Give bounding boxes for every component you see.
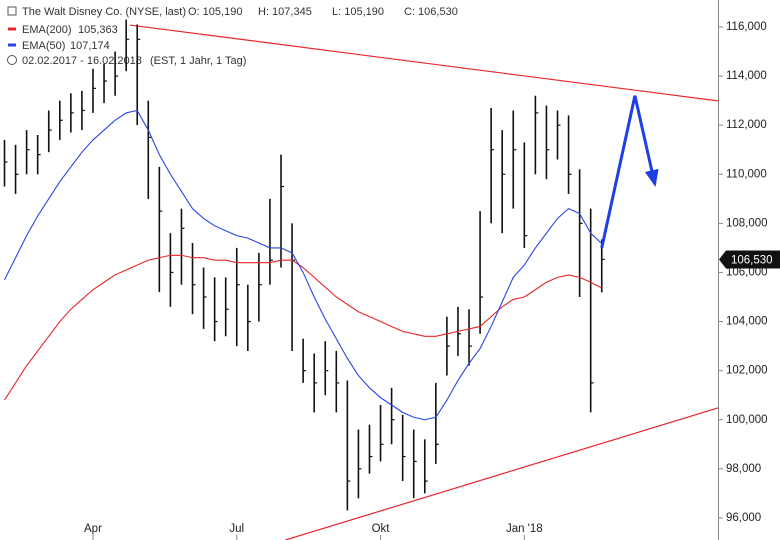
y-tick-label: 102,000 [726, 365, 768, 377]
y-tick-label: 98,000 [726, 463, 761, 475]
header-ohlc: C: 106,530 [404, 6, 458, 18]
legend-label: EMA(200) [22, 24, 72, 36]
x-tick-label: Apr [84, 523, 102, 535]
header-ohlc: H: 107,345 [258, 6, 312, 18]
y-tick-label: 106,000 [726, 266, 768, 278]
legend-label: EMA(50) [22, 40, 65, 52]
x-tick-label: Jan '18 [506, 523, 543, 535]
y-tick-label: 116,000 [726, 21, 767, 33]
price-badge-label: 106,530 [731, 254, 773, 266]
y-tick-label: 110,000 [726, 168, 767, 180]
icon [7, 6, 17, 16]
arrow-head [644, 168, 659, 188]
ema-line [4, 109, 603, 421]
header: The Walt Disney Co. (NYSE, last) O: 105,… [7, 6, 458, 67]
y-tick-label: 100,000 [726, 414, 768, 426]
legend-value: 107,174 [70, 40, 110, 52]
trendline [285, 407, 719, 540]
settings: (EST, 1 Jahr, 1 Tag) [150, 55, 246, 67]
header-ohlc: L: 105,190 [332, 6, 384, 18]
y-tick-label: 104,000 [726, 316, 768, 328]
x-tick-label: Jul [229, 523, 244, 535]
icon [7, 55, 17, 65]
ema-line [4, 254, 602, 401]
y-tick-label: 96,000 [726, 512, 761, 524]
price-badge [719, 250, 780, 269]
x-tick-label: Okt [372, 523, 391, 535]
y-tick-label: 114,000 [726, 70, 767, 82]
trendline [129, 24, 718, 102]
header-ohlc: O: 105,190 [188, 6, 242, 18]
projection [600, 95, 657, 249]
y-tick-label: 112,000 [726, 119, 767, 131]
legend-value: 105,363 [78, 24, 118, 36]
period: 02.02.2017 - 16.02.2018 [22, 55, 142, 67]
y-tick-label: 108,000 [726, 217, 768, 229]
header-title: The Walt Disney Co. (NYSE, last) [22, 6, 186, 18]
